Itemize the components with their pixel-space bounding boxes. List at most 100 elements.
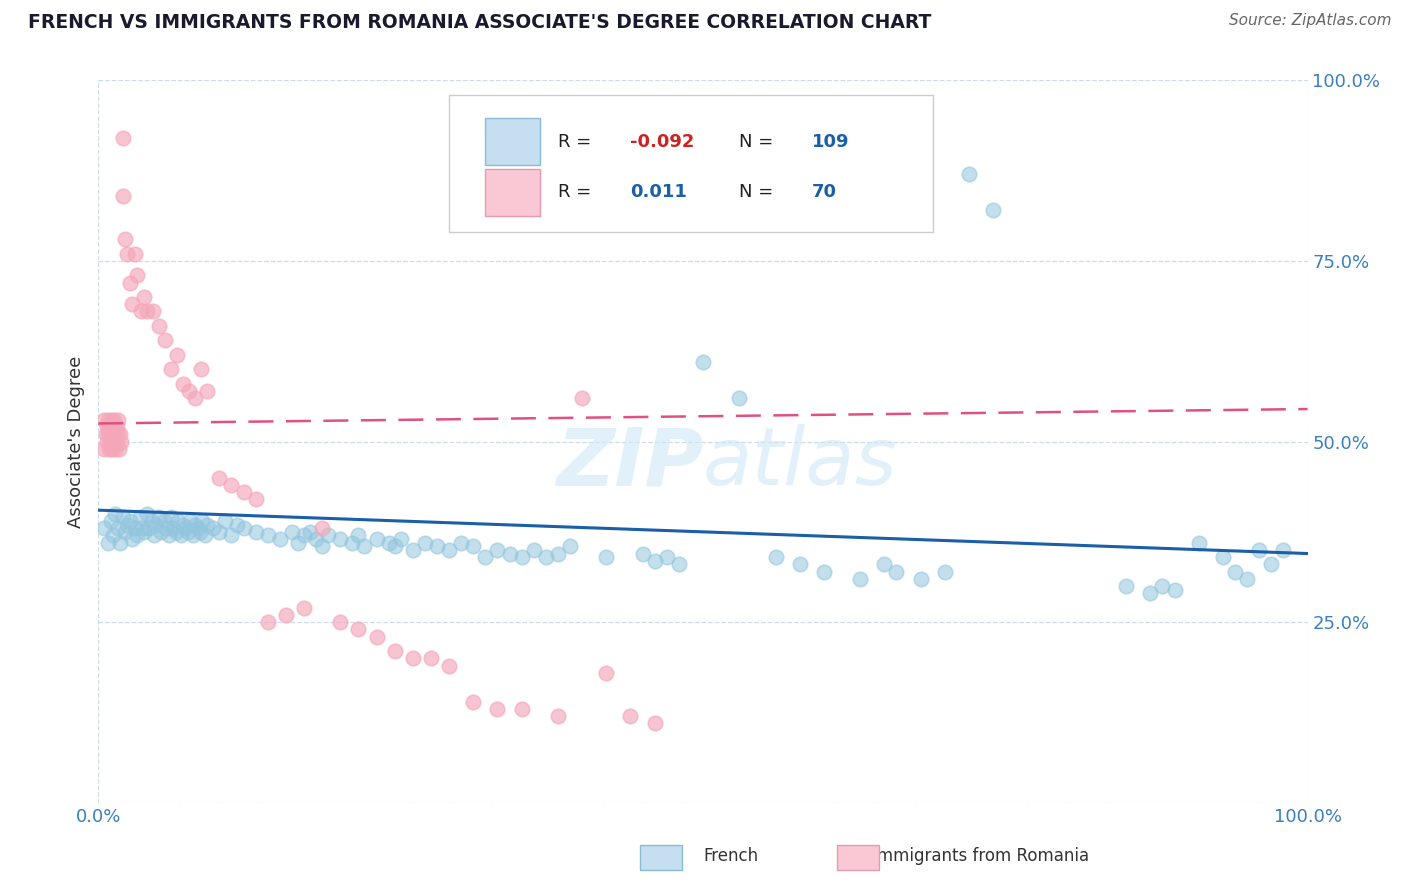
Point: [1152, 579, 1174, 593]
Point: [1163, 582, 1185, 597]
Point: [121, 297, 143, 311]
FancyBboxPatch shape: [449, 95, 932, 232]
Point: [547, 547, 569, 561]
Point: [1249, 542, 1271, 557]
Point: [98, 420, 121, 434]
Point: [316, 528, 339, 542]
Point: [195, 517, 218, 532]
Point: [342, 535, 364, 549]
Point: [644, 716, 666, 731]
Point: [595, 665, 617, 680]
Point: [366, 532, 388, 546]
Point: [558, 539, 581, 553]
Point: [148, 510, 170, 524]
Point: [934, 565, 956, 579]
Point: [105, 434, 128, 449]
Point: [97, 535, 120, 549]
Point: [162, 521, 184, 535]
Point: [437, 542, 460, 557]
Point: [104, 507, 127, 521]
Point: [353, 539, 375, 553]
Point: [426, 539, 449, 553]
Point: [765, 550, 787, 565]
FancyBboxPatch shape: [485, 169, 540, 216]
Point: [1223, 565, 1246, 579]
Point: [981, 203, 1004, 218]
Point: [105, 420, 128, 434]
Point: [486, 702, 509, 716]
Point: [101, 528, 124, 542]
Point: [93, 442, 115, 456]
Point: [389, 532, 412, 546]
Point: [128, 510, 150, 524]
Point: [245, 492, 267, 507]
Point: [108, 535, 131, 549]
Point: [97, 427, 120, 442]
Point: [1236, 572, 1258, 586]
Point: [100, 413, 122, 427]
Point: [450, 535, 472, 549]
Point: [655, 550, 678, 565]
Point: [1115, 579, 1137, 593]
Point: [110, 434, 132, 449]
Point: [232, 485, 254, 500]
Point: [134, 290, 156, 304]
Point: [127, 268, 149, 283]
Point: [789, 558, 811, 572]
Point: [172, 517, 194, 532]
Point: [107, 413, 129, 427]
Point: [167, 514, 190, 528]
Point: [98, 442, 121, 456]
Point: [131, 521, 153, 535]
Point: [124, 246, 146, 260]
Point: [118, 276, 141, 290]
Point: [138, 521, 160, 535]
Point: [486, 542, 509, 557]
Point: [437, 658, 460, 673]
Point: [849, 572, 872, 586]
Point: [179, 514, 201, 528]
Point: [191, 514, 214, 528]
Point: [311, 521, 333, 535]
Point: [100, 427, 122, 442]
Point: [957, 167, 980, 181]
Point: [107, 521, 129, 535]
Point: [117, 246, 139, 260]
Point: [366, 630, 388, 644]
Text: R =: R =: [558, 183, 598, 202]
Text: N =: N =: [740, 133, 779, 151]
Point: [188, 524, 211, 539]
Point: [160, 362, 183, 376]
Point: [245, 524, 267, 539]
Point: [108, 427, 131, 442]
Point: [166, 348, 188, 362]
Point: [195, 384, 218, 398]
Point: [226, 517, 249, 532]
Point: [117, 517, 139, 532]
Point: [1188, 535, 1211, 549]
Y-axis label: Associate's Degree: Associate's Degree: [66, 355, 84, 528]
Point: [104, 427, 127, 442]
Point: [595, 550, 617, 565]
Text: 70: 70: [811, 183, 837, 202]
Point: [165, 524, 187, 539]
Point: [100, 442, 122, 456]
Point: [100, 434, 122, 449]
Point: [111, 510, 134, 524]
Point: [631, 547, 654, 561]
Point: [813, 565, 835, 579]
Point: [534, 550, 557, 565]
Point: [96, 434, 118, 449]
Point: [547, 709, 569, 723]
Point: [118, 514, 141, 528]
Text: Source: ZipAtlas.com: Source: ZipAtlas.com: [1229, 13, 1392, 29]
Point: [177, 524, 200, 539]
Point: [184, 517, 207, 532]
Text: French: French: [703, 847, 758, 865]
Point: [107, 427, 129, 442]
Point: [150, 524, 173, 539]
Point: [463, 695, 485, 709]
Point: [329, 615, 352, 630]
Point: [174, 521, 197, 535]
Point: [256, 528, 278, 542]
